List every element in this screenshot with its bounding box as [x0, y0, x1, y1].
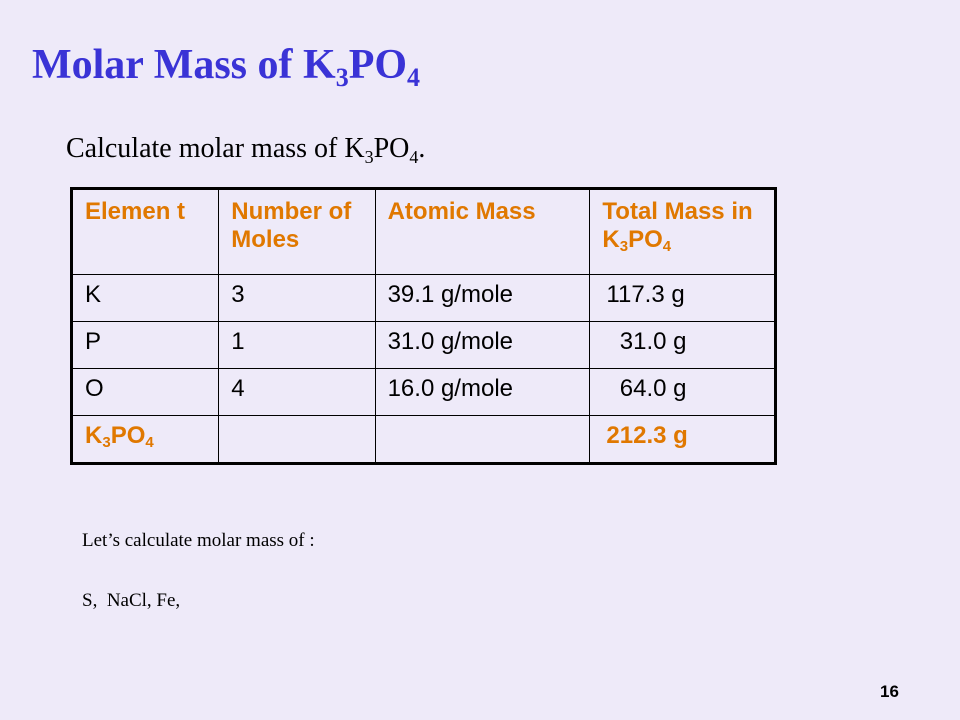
- cell-total-moles-empty: [218, 415, 376, 464]
- cell-element: P: [70, 321, 220, 369]
- table-row: K 3 39.1 g/mole 117.3 g: [70, 274, 776, 322]
- subtitle-subscript-4: 4: [409, 147, 419, 167]
- cell-atomic-mass: 39.1 g/mole: [374, 274, 591, 322]
- title-subscript-3: 3: [335, 63, 349, 92]
- header-total-mass: Total Mass in K3PO4: [589, 188, 776, 275]
- compound-mid: PO: [110, 422, 146, 449]
- header-total-subscript-4: 4: [662, 238, 672, 256]
- cell-total-compound: K3PO4: [70, 415, 220, 464]
- title-prefix: Molar Mass of K: [32, 42, 336, 88]
- header-total-subscript-3: 3: [619, 238, 629, 256]
- note-practice-prompt: Let’s calculate molar mass of :: [82, 530, 315, 551]
- cell-total-atomic-empty: [374, 415, 591, 464]
- compound-subscript-3: 3: [102, 434, 111, 451]
- table-total-row: K3PO4 212.3 g: [70, 415, 776, 464]
- table-row: P 1 31.0 g/mole 31.0 g: [70, 321, 776, 369]
- page-number: 16: [880, 682, 899, 701]
- slide-subtitle: Calculate molar mass of K3PO4.: [66, 132, 425, 166]
- cell-element: K: [70, 274, 220, 322]
- note-practice-list: S, NaCl, Fe,: [82, 590, 181, 611]
- table-header-row: Elemen t Number of Moles Atomic Mass Tot…: [70, 188, 776, 275]
- header-element: Elemen t: [70, 188, 220, 275]
- molar-mass-table: Elemen t Number of Moles Atomic Mass Tot…: [70, 187, 777, 465]
- cell-moles: 1: [218, 321, 376, 369]
- cell-total-mass: 117.3 g: [589, 274, 776, 322]
- compound-prefix: K: [85, 422, 103, 449]
- cell-total-mass: 31.0 g: [589, 321, 776, 369]
- cell-total-mass: 64.0 g: [589, 368, 776, 416]
- header-atomic-mass: Atomic Mass: [374, 188, 591, 275]
- cell-grand-total-mass: 212.3 g: [589, 415, 776, 464]
- subtitle-mid: PO: [373, 133, 410, 164]
- subtitle-subscript-3: 3: [364, 147, 374, 167]
- header-total-mid: PO: [628, 226, 663, 254]
- header-moles: Number of Moles: [218, 188, 376, 275]
- slide-title: Molar Mass of K3PO4: [32, 42, 420, 91]
- header-total-prefix: Total Mass in K: [602, 198, 753, 254]
- cell-moles: 4: [218, 368, 376, 416]
- title-subscript-4: 4: [407, 63, 421, 92]
- title-mid: PO: [348, 42, 408, 88]
- compound-subscript-4: 4: [145, 434, 154, 451]
- cell-element: O: [70, 368, 220, 416]
- cell-moles: 3: [218, 274, 376, 322]
- cell-atomic-mass: 31.0 g/mole: [374, 321, 591, 369]
- subtitle-suffix: .: [418, 133, 426, 164]
- cell-atomic-mass: 16.0 g/mole: [374, 368, 591, 416]
- subtitle-prefix: Calculate molar mass of K: [66, 133, 365, 164]
- table-row: O 4 16.0 g/mole 64.0 g: [70, 368, 776, 416]
